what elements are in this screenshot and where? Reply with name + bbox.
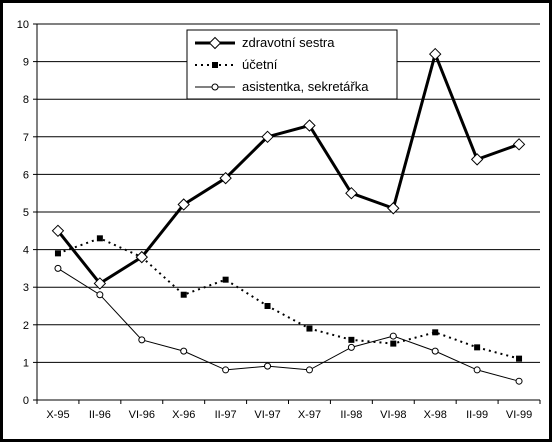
legend-label: účetní: [242, 57, 278, 72]
data-point-circle: [515, 377, 523, 385]
x-tick-label: X-97: [298, 409, 321, 421]
y-tick-label: 2: [23, 320, 29, 332]
x-tick-label: X-98: [424, 409, 447, 421]
data-point-square: [390, 340, 397, 347]
data-point-circle: [473, 366, 481, 374]
data-point-circle: [264, 362, 272, 370]
y-tick-label: 5: [23, 207, 29, 219]
x-axis-ticks: X-95 II-96 VI-96 X-96 II-97 VI-97 X-97 II-98 VI-…: [36, 400, 541, 421]
y-tick-label: 7: [23, 132, 29, 144]
data-point-circle: [222, 366, 230, 374]
data-point-diamond: [51, 224, 65, 238]
data-point-square: [180, 291, 187, 298]
data-point-diamond: [345, 186, 358, 200]
data-point-square: [474, 344, 481, 351]
data-point-circle: [389, 332, 397, 340]
x-tick-label: X-95: [46, 409, 69, 421]
y-tick-label: 9: [23, 57, 29, 69]
x-tick-label: VI-96: [129, 409, 155, 421]
x-tick-label: II-96: [89, 409, 111, 421]
data-point-square: [96, 235, 103, 242]
data-point-diamond: [219, 171, 232, 185]
data-point-diamond: [470, 153, 484, 166]
series-line: [57, 237, 520, 360]
data-point-diamond: [261, 130, 274, 144]
x-tick-label: X-96: [172, 409, 195, 421]
data-point-diamond: [93, 277, 107, 290]
data-point-square: [516, 355, 523, 362]
series-layer: [51, 47, 526, 385]
data-point-circle: [180, 347, 188, 355]
x-tick-label: II-99: [466, 409, 488, 421]
legend-item: účetní: [195, 57, 278, 72]
data-point-diamond: [429, 47, 442, 61]
data-point-diamond: [208, 36, 222, 50]
data-point-circle: [211, 83, 219, 91]
y-tick-label: 8: [23, 94, 29, 106]
data-point-square: [432, 329, 439, 336]
data-point-diamond: [135, 250, 148, 264]
y-tick-label: 10: [17, 19, 29, 31]
data-point-diamond: [387, 202, 400, 215]
data-point-square: [348, 336, 355, 343]
data-point-circle: [54, 264, 62, 272]
y-tick-label: 1: [23, 357, 29, 369]
legend-item: zdravotní sestra: [195, 35, 335, 50]
y-tick-label: 6: [23, 169, 29, 181]
series-line: [57, 267, 520, 382]
data-point-circle: [347, 343, 355, 351]
data-point-square: [222, 276, 229, 283]
data-point-square: [54, 250, 61, 257]
y-tick-label: 0: [23, 395, 29, 407]
legend-item: asistentka, sekretářka: [195, 79, 369, 94]
y-tick-label: 3: [23, 282, 29, 294]
data-point-square: [306, 325, 313, 332]
x-tick-label: VI-98: [380, 409, 406, 421]
legend-label: asistentka, sekretářka: [242, 79, 369, 94]
data-point-circle: [305, 366, 313, 374]
x-tick-label: II-97: [215, 409, 237, 421]
data-point-square: [212, 62, 218, 68]
legend: zdravotní sestra účetní asistentka, sekret…: [186, 29, 398, 100]
x-tick-label: II-98: [340, 409, 362, 421]
x-tick-label: VI-97: [254, 409, 280, 421]
data-point-circle: [431, 347, 439, 355]
y-tick-label: 4: [23, 245, 29, 257]
series-line: [56, 49, 520, 286]
x-tick-label: VI-99: [506, 409, 532, 421]
legend-label: zdravotní sestra: [242, 35, 335, 50]
y-axis-ticks: 0 1 2 3 4 5 6 7 8 9 10: [17, 19, 37, 407]
series-2: [54, 264, 523, 385]
data-point-circle: [138, 336, 146, 344]
data-point-diamond: [303, 119, 316, 132]
data-point-diamond: [512, 138, 526, 151]
data-point-circle: [96, 291, 104, 299]
data-point-square: [264, 303, 271, 309]
data-point-diamond: [177, 198, 190, 211]
series-0: [51, 47, 526, 290]
